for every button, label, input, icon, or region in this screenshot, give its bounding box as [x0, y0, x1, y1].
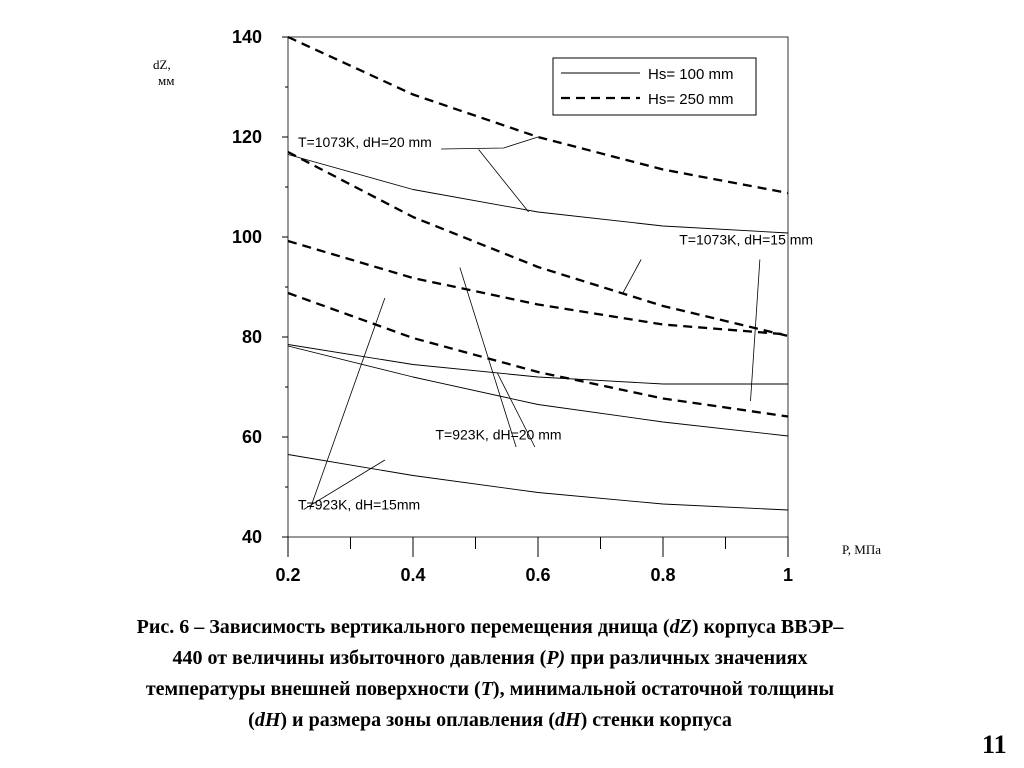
caption-text: ) стенки корпуса	[580, 709, 732, 731]
caption-text: 440 от величины избыточного давления (	[172, 647, 547, 669]
series-line-solid	[287, 154, 789, 234]
caption-text: Рис. 6 – Зависимость вертикального перем…	[136, 616, 670, 638]
chart: T=1073K, dH=20 mm T=1073K, dH=15 mm T=923K…	[153, 27, 881, 585]
caption-text: температуры внешней поверхности (	[145, 678, 481, 700]
axis-layer: 40 60 80 100 120 140 0.2 0.4 0.6 0.8 1	[232, 27, 793, 585]
y-tick-label: 140	[232, 27, 262, 47]
series-line-dashed	[287, 150, 789, 338]
annotation-leader	[303, 459, 386, 510]
x-tick-label: 0.4	[400, 565, 425, 585]
annotation-label: T=1073K, dH=20 mm	[298, 134, 432, 150]
series-line-solid	[287, 344, 788, 385]
y-axis-label: dZ,	[153, 57, 171, 72]
legend: Hs= 100 mm Hs= 250 mm	[552, 57, 757, 116]
annotation-leader	[497, 372, 536, 448]
page-number: 11	[982, 730, 1007, 759]
annotation-leader	[750, 259, 761, 402]
y-tick-label: 80	[242, 327, 262, 347]
annotation-label: T=923K, dH=20 mm	[436, 427, 562, 443]
y-tick-label: 40	[242, 527, 262, 547]
x-tick-label: 0.6	[525, 565, 550, 585]
x-tick-label: 1	[783, 565, 793, 585]
caption-text: ) и размера зоны оплавления (	[280, 709, 556, 731]
caption-text: при различных значениях	[565, 647, 808, 669]
annotation-leader	[459, 267, 517, 448]
figure-caption: Рис. 6 – Зависимость вертикального перем…	[30, 612, 950, 736]
series-line-solid	[287, 345, 789, 437]
caption-italic: P)	[546, 647, 566, 669]
y-tick-label: 120	[232, 127, 262, 147]
y-tick-label: 60	[242, 427, 262, 447]
x-axis-label: P, МПа	[842, 542, 881, 557]
series-line-dashed	[287, 35, 789, 195]
series-line-dashed	[287, 239, 789, 336]
caption-text: ) корпуса ВВЭР–	[691, 616, 844, 638]
caption-text: ), минимальной остаточной толщины	[492, 678, 835, 700]
legend-entry-label: Hs= 100 mm	[648, 66, 733, 83]
annotation-leader	[441, 136, 539, 150]
caption-italic: T	[480, 678, 493, 700]
caption-italic: dH	[254, 709, 281, 731]
annotation-label: T=1073K, dH=15 mm	[679, 232, 813, 248]
annotation-leader	[622, 259, 642, 295]
legend-box	[552, 57, 757, 116]
y-axis-unit: мм	[158, 73, 174, 88]
annotation-label: T=923K, dH=15mm	[298, 497, 420, 513]
series-line-dashed	[287, 291, 789, 418]
annotation-leader	[309, 297, 386, 510]
y-tick-label: 100	[232, 227, 262, 247]
caption-italic: dZ	[669, 616, 692, 638]
series-layer	[287, 35, 789, 511]
caption-text: (	[248, 709, 255, 731]
annotation-leader	[478, 149, 529, 213]
caption-italic: dH	[555, 709, 581, 731]
legend-entry-label: Hs= 250 mm	[648, 91, 733, 108]
x-tick-label: 0.8	[650, 565, 675, 585]
annotation-layer: T=1073K, dH=20 mm T=1073K, dH=15 mm T=923K…	[298, 134, 813, 513]
x-tick-label: 0.2	[275, 565, 300, 585]
